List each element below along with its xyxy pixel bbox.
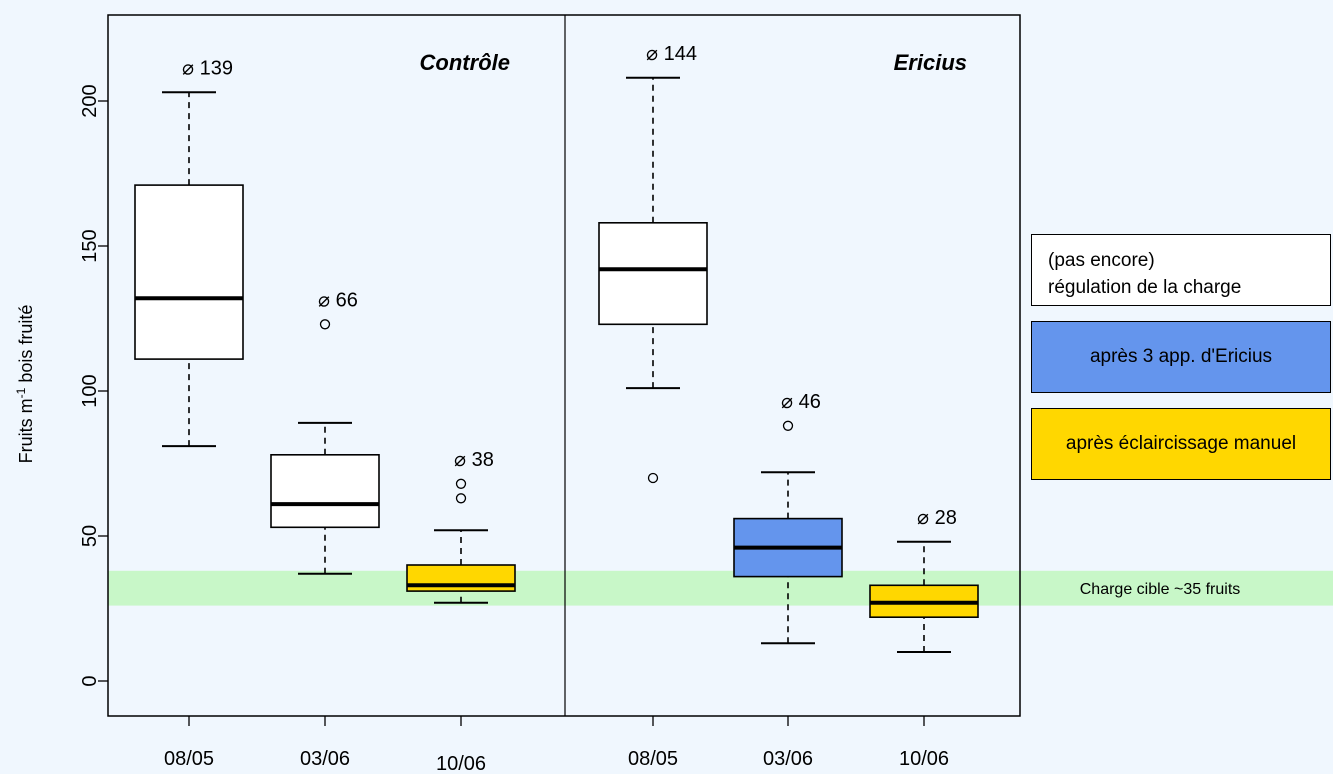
x-tick-label: 10/06 — [436, 753, 486, 774]
x-tick-label: 03/06 — [300, 748, 350, 770]
x-tick-label: 10/06 — [899, 748, 949, 770]
y-tick-label: 100 — [79, 374, 101, 407]
mean-label: ⌀ 144 — [646, 43, 697, 65]
outlier-point — [782, 420, 794, 431]
box — [134, 184, 244, 360]
group-title: Contrôle — [420, 50, 510, 75]
y-axis-label-superscript: -1 — [14, 387, 28, 398]
mean-label: ⌀ 38 — [454, 449, 494, 471]
y-axis-label-main: Fruits m — [16, 398, 36, 463]
y-axis-label: Fruits m-1 bois fruité — [14, 305, 36, 464]
x-tick-label: 08/05 — [628, 748, 678, 770]
group-title: Ericius — [894, 50, 967, 75]
legend-label: après éclaircissage manuel — [1065, 433, 1297, 454]
y-axis-label-rest: bois fruité — [16, 305, 36, 388]
mean-label: ⌀ 66 — [318, 289, 358, 311]
y-tick-label: 50 — [79, 525, 101, 547]
target-band-label: Charge cible ~35 fruits — [1080, 581, 1241, 598]
legend-label-line-2: régulation de la charge — [1048, 277, 1242, 298]
axis-layer — [98, 14, 1021, 726]
mean-label: ⌀ 28 — [917, 507, 957, 529]
y-tick-label: 150 — [79, 229, 101, 262]
legend-label: après 3 app. d'Ericius — [1089, 346, 1273, 367]
x-tick-label: 08/05 — [164, 748, 214, 770]
outlier-point — [319, 319, 331, 330]
legend-item-no-regulation: (pas encore) régulation de la charge — [1031, 234, 1331, 306]
target-band — [108, 570, 1333, 606]
y-tick-label: 0 — [79, 675, 101, 686]
plot-frame — [107, 14, 1021, 717]
y-tick-label: 200 — [79, 84, 101, 117]
outlier-point — [455, 478, 467, 489]
legend-item-ericius: après 3 app. d'Ericius — [1031, 321, 1331, 393]
legend-label: (pas encore) régulation de la charge — [1048, 247, 1330, 301]
legend-label-line-1: (pas encore) — [1048, 250, 1155, 271]
mean-label: ⌀ 46 — [781, 391, 821, 413]
mean-label: ⌀ 139 — [182, 57, 233, 79]
box — [270, 453, 380, 529]
text-layer: Charge cible ~35 fruits ⌀ 139 08/05 ⌀ 66 03/… — [14, 43, 1240, 774]
target-band-layer — [108, 570, 1333, 606]
x-tick-label: 03/06 — [763, 748, 813, 770]
legend-item-manual-thinning: après éclaircissage manuel — [1031, 408, 1331, 480]
outlier-point — [647, 472, 659, 484]
outlier-point — [455, 493, 467, 504]
box — [598, 222, 708, 326]
boxes-layer — [134, 76, 979, 653]
